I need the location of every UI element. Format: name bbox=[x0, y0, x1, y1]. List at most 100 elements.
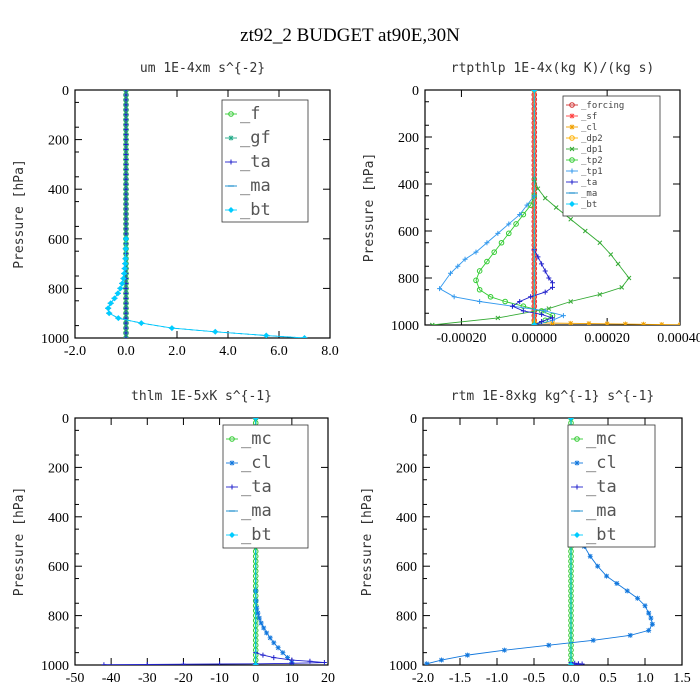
data-point_cl bbox=[261, 625, 267, 631]
data-point_cl bbox=[280, 650, 286, 656]
data-point_ta bbox=[123, 285, 129, 291]
legend-label_bt: _bt bbox=[581, 200, 597, 210]
y-tick-label: 800 bbox=[398, 272, 419, 287]
y-axis-label: Pressure [hPa] bbox=[360, 487, 375, 597]
legend-label_ma: _ma bbox=[241, 501, 272, 521]
legend-label_ta: _ta bbox=[581, 178, 597, 188]
legend-label_tp2: _tp2 bbox=[581, 156, 603, 166]
data-point_cl bbox=[256, 615, 262, 621]
data-point_ta bbox=[123, 196, 129, 202]
legend-label_ta: _ta bbox=[241, 477, 272, 497]
y-tick-label: 400 bbox=[48, 511, 69, 526]
x-tick-label: -20 bbox=[174, 671, 193, 686]
x-tick-label: 20 bbox=[321, 671, 335, 686]
data-point_bt bbox=[252, 418, 259, 421]
panel-title: rtm 1E-8xkg kg^{-1} s^{-1} bbox=[451, 389, 655, 404]
y-tick-label: 1000 bbox=[41, 659, 69, 674]
data-point_bt bbox=[120, 275, 127, 282]
legend-marker_bt bbox=[228, 207, 234, 213]
data-point_bt bbox=[117, 285, 124, 292]
legend-marker_mc bbox=[574, 436, 580, 442]
data-point_tp1 bbox=[524, 202, 530, 208]
plot-frame bbox=[74, 89, 331, 339]
y-tick-label: 600 bbox=[398, 225, 419, 240]
x-tick-label: -1.0 bbox=[486, 671, 508, 686]
data-point_ta bbox=[539, 318, 545, 324]
data-point_tp1 bbox=[484, 240, 490, 246]
y-tick-label: 800 bbox=[48, 610, 69, 625]
data-point_ta bbox=[123, 295, 129, 301]
data-point_cl bbox=[677, 322, 680, 325]
data-point_bt bbox=[263, 332, 270, 338]
data-point_dp1 bbox=[553, 205, 559, 210]
data-point_ta bbox=[123, 151, 129, 157]
data-point_dp1 bbox=[568, 216, 574, 222]
y-tick-label: 800 bbox=[48, 282, 69, 297]
legend-marker_bt bbox=[574, 532, 580, 538]
panel-2: rtpthlp 1E-4x(kg K)/(kg s) Pressure [hPa]… bbox=[362, 61, 700, 346]
data-point_ta bbox=[180, 661, 186, 665]
y-tick-label: 0 bbox=[410, 412, 417, 427]
y-tick-label: 400 bbox=[396, 511, 417, 526]
data-point_cl bbox=[568, 320, 574, 325]
data-point_bt bbox=[114, 290, 121, 297]
data-point_cl bbox=[646, 610, 652, 616]
data-point_ta bbox=[307, 658, 313, 664]
data-point_cl bbox=[624, 588, 630, 594]
data-point_ta bbox=[217, 661, 223, 665]
data-point_cl bbox=[271, 640, 277, 646]
legend-label_ma: _ma bbox=[586, 501, 617, 521]
data-point_ta bbox=[123, 97, 129, 103]
data-point_ta bbox=[575, 661, 581, 665]
data-point_dp1 bbox=[542, 195, 548, 201]
data-point_ta bbox=[123, 122, 129, 128]
legend-label_cl: _cl bbox=[241, 453, 272, 473]
legend-label_sf: _sf bbox=[581, 112, 597, 122]
data-point_cl bbox=[546, 642, 552, 648]
x-tick-label: 2.0 bbox=[168, 344, 186, 359]
data-point_ta bbox=[123, 171, 129, 177]
legend-marker_sf bbox=[569, 113, 575, 119]
legend-label_f: _f bbox=[240, 104, 260, 124]
data-point_tp1 bbox=[560, 313, 566, 319]
data-point_ta bbox=[123, 325, 129, 331]
legend-marker_bt bbox=[569, 201, 575, 207]
data-point_ta bbox=[144, 662, 150, 665]
y-tick-label: 200 bbox=[396, 461, 417, 476]
legend-marker_gf bbox=[228, 135, 234, 141]
data-point_cl bbox=[646, 627, 652, 633]
series-line_tp1 bbox=[438, 195, 565, 325]
data-point_cl bbox=[595, 563, 601, 569]
data-point_dp1 bbox=[429, 322, 435, 325]
data-point_ta bbox=[123, 107, 129, 113]
legend-marker_tp2 bbox=[569, 157, 575, 163]
legend-label_dp1: _dp1 bbox=[581, 145, 603, 155]
data-point_ta bbox=[123, 137, 129, 143]
x-tick-label: -1.5 bbox=[449, 671, 471, 686]
legend-marker_f bbox=[228, 111, 234, 117]
y-tick-label: 0 bbox=[62, 412, 69, 427]
y-tick-label: 1000 bbox=[41, 332, 69, 347]
x-tick-label: 0.0 bbox=[562, 671, 580, 686]
panel-title: thlm 1E-5xK s^{-1} bbox=[131, 389, 272, 404]
x-tick-label: 6.0 bbox=[270, 344, 288, 359]
data-point_ta bbox=[260, 652, 266, 658]
data-point_ta bbox=[123, 166, 129, 172]
series-area bbox=[105, 90, 308, 338]
legend-marker_ta bbox=[228, 159, 234, 165]
legend: _f _gf _ta _ma _bt bbox=[221, 99, 309, 223]
data-point_bt bbox=[122, 260, 129, 267]
data-point_cl bbox=[604, 573, 610, 579]
data-point_bt bbox=[122, 245, 129, 252]
data-point_ta bbox=[550, 315, 555, 321]
panel-4: rtm 1E-8xkg kg^{-1} s^{-1} Pressure [hPa]… bbox=[360, 389, 691, 686]
data-point_dp1 bbox=[626, 275, 632, 281]
legend-label_mc: _mc bbox=[241, 429, 272, 449]
data-point_cl bbox=[501, 647, 507, 653]
y-tick-label: 600 bbox=[48, 233, 69, 248]
data-point_ta bbox=[539, 311, 545, 317]
data-point_cl bbox=[659, 322, 665, 325]
data-point_ta bbox=[509, 303, 515, 309]
data-point_ta bbox=[539, 261, 545, 267]
data-point_tp1 bbox=[473, 249, 479, 255]
